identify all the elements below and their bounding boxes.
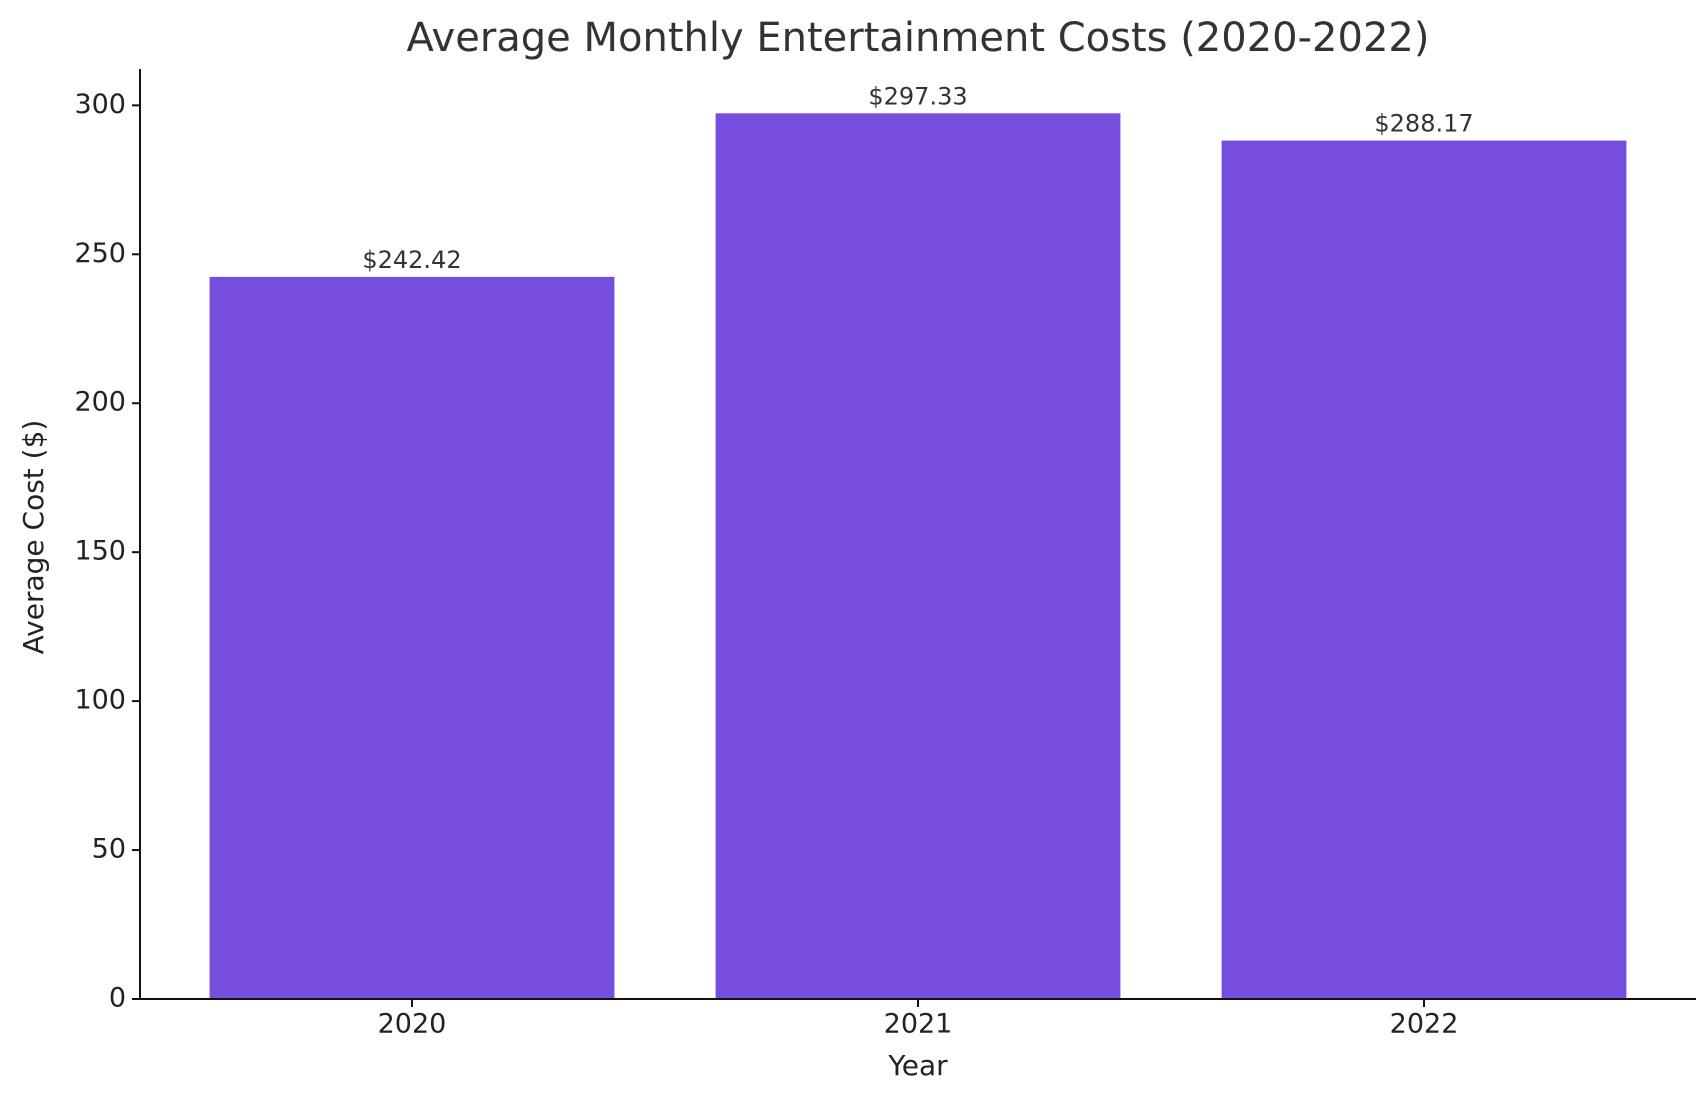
x-tick-label: 2020: [378, 1009, 447, 1040]
value-label: $288.17: [1374, 110, 1473, 138]
bar: [1221, 140, 1627, 999]
y-tick-label: 50: [92, 834, 126, 865]
bar: [209, 276, 615, 999]
value-label: $297.33: [868, 82, 967, 110]
chart-title: Average Monthly Entertainment Costs (202…: [407, 15, 1430, 61]
y-tick-label: 0: [109, 983, 126, 1014]
x-tick-label: 2022: [1390, 1009, 1459, 1040]
value-label: $242.42: [362, 246, 461, 274]
y-tick-label: 200: [74, 387, 126, 418]
y-tick-label: 300: [74, 89, 126, 120]
x-tick-label: 2021: [884, 1009, 953, 1040]
y-tick-label: 250: [74, 238, 126, 269]
bar: [715, 113, 1121, 999]
y-tick-label: 150: [74, 536, 126, 567]
x-axis-label: Year: [887, 1049, 948, 1082]
y-axis-label: Average Cost ($): [17, 420, 50, 655]
y-tick-label: 100: [74, 685, 126, 716]
